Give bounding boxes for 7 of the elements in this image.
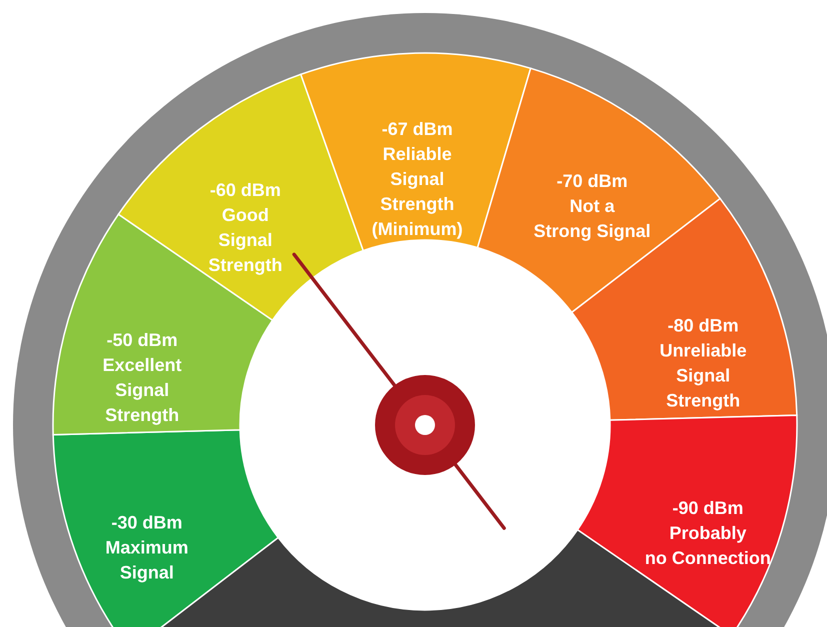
slice-label: -70 dBm Not a Strong Signal [534,170,651,241]
slice-label: -80 dBm Unreliable Signal Strength [660,316,747,411]
slice-label: -60 dBm Good Signal Strength [208,180,282,275]
slice-label: -67 dBm Reliable Signal Strength (Minimum) [372,119,463,240]
slice-label: -90 dBm Probably no Connection [644,498,771,568]
slice-label: -50 dBm Excellent Signal Strength [102,330,182,426]
slice-label: -30 dBm Maximum Signal [105,512,188,582]
